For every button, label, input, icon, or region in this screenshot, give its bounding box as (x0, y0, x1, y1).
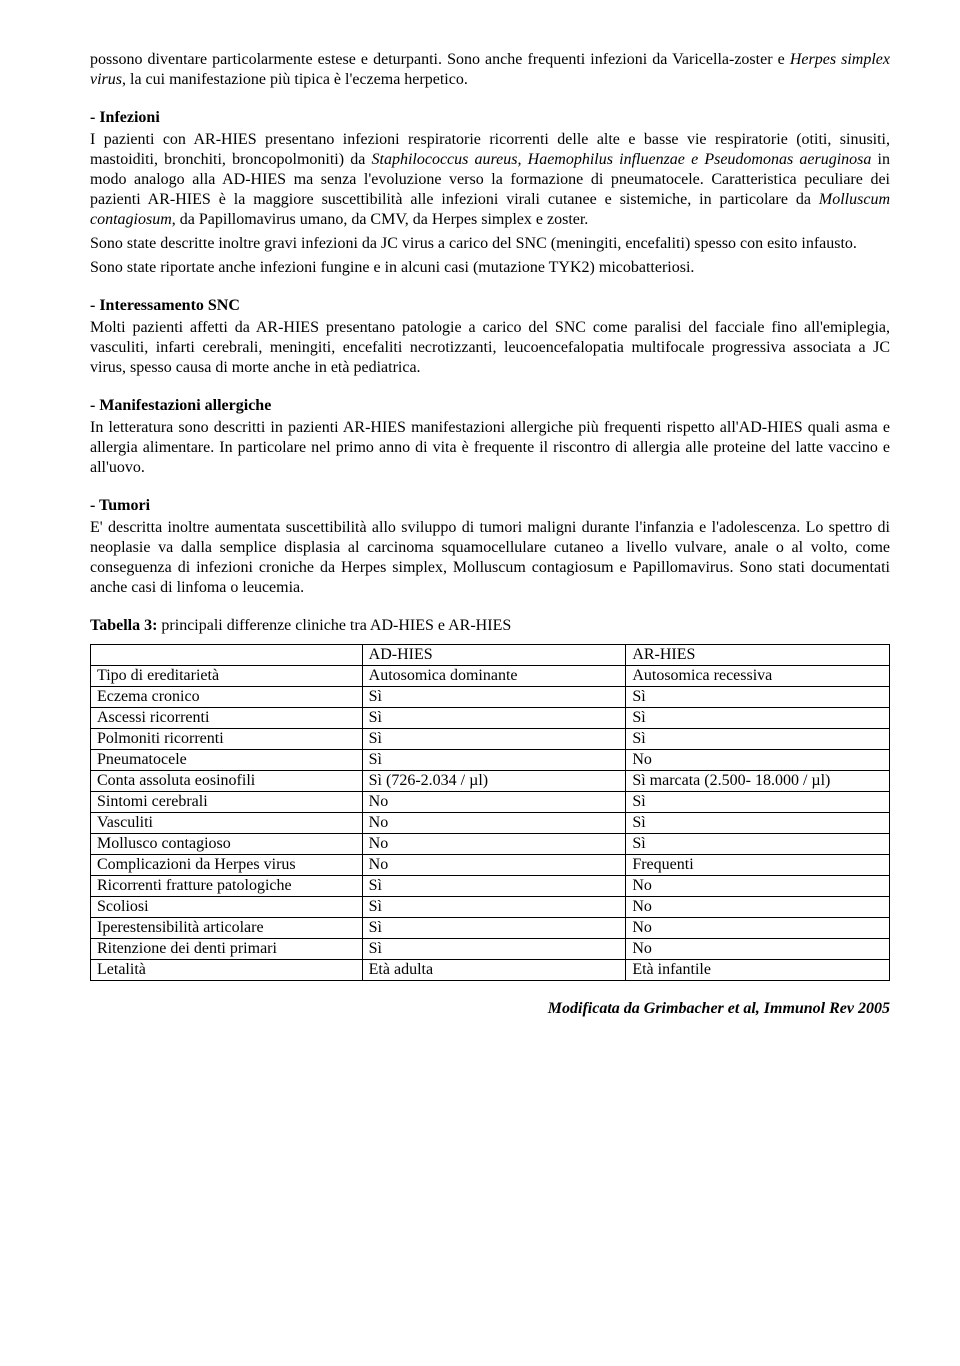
infezioni-p3: Sono state riportate anche infezioni fun… (90, 258, 890, 278)
table-cell: Età adulta (362, 960, 626, 981)
table-cell: No (626, 918, 890, 939)
table-cell: Sintomi cerebrali (91, 792, 363, 813)
table-cell: Sì (362, 687, 626, 708)
table-cell: Sì (626, 834, 890, 855)
table-cell: Ascessi ricorrenti (91, 708, 363, 729)
table-cell: No (362, 792, 626, 813)
table-row: Conta assoluta eosinofiliSì (726-2.034 /… (91, 771, 890, 792)
table-row: Complicazioni da Herpes virusNoFrequenti (91, 855, 890, 876)
allergiche-p1: In letteratura sono descritti in pazient… (90, 418, 890, 478)
table-cell: Sì (362, 918, 626, 939)
table-cell: Sì (626, 687, 890, 708)
table-caption-text: principali differenze cliniche tra AD-HI… (157, 617, 511, 634)
table-caption-label: Tabella 3: (90, 617, 157, 634)
table-cell: No (362, 855, 626, 876)
table-header-row: AD-HIESAR-HIES (91, 645, 890, 666)
table-cell: Sì (626, 729, 890, 750)
table-cell: Vasculiti (91, 813, 363, 834)
table-cell: Sì (362, 729, 626, 750)
table-header-cell: AR-HIES (626, 645, 890, 666)
table-cell: No (626, 750, 890, 771)
table-cell: Sì (362, 750, 626, 771)
table-header-cell: AD-HIES (362, 645, 626, 666)
table-row: Polmoniti ricorrentiSìSì (91, 729, 890, 750)
table-row: ScoliosiSìNo (91, 897, 890, 918)
table-cell: Complicazioni da Herpes virus (91, 855, 363, 876)
table-cell: Sì (626, 708, 890, 729)
table-cell: Sì (626, 792, 890, 813)
table-row: PneumatoceleSìNo (91, 750, 890, 771)
snc-p1: Molti pazienti affetti da AR-HIES presen… (90, 318, 890, 378)
table-cell: No (362, 813, 626, 834)
table-row: Sintomi cerebraliNoSì (91, 792, 890, 813)
table-row: Ricorrenti fratture patologicheSìNo (91, 876, 890, 897)
table-cell: No (362, 834, 626, 855)
table-cell: Sì (362, 876, 626, 897)
section-title-tumori: - Tumori (90, 496, 890, 516)
table-cell: Letalità (91, 960, 363, 981)
table-cell: Sì marcata (2.500- 18.000 / µl) (626, 771, 890, 792)
table-caption: Tabella 3: principali differenze clinich… (90, 616, 890, 636)
table-cell: Sì (362, 708, 626, 729)
table-row: LetalitàEtà adultaEtà infantile (91, 960, 890, 981)
intro-paragraph: possono diventare particolarmente estese… (90, 50, 890, 90)
table-cell: No (626, 939, 890, 960)
table-row: VasculitiNoSì (91, 813, 890, 834)
table-row: Tipo di ereditarietàAutosomica dominante… (91, 666, 890, 687)
comparison-table: AD-HIESAR-HIESTipo di ereditarietàAutoso… (90, 644, 890, 981)
infezioni-p2: Sono state descritte inoltre gravi infez… (90, 234, 890, 254)
table-cell: Ricorrenti fratture patologiche (91, 876, 363, 897)
section-title-allergiche: - Manifestazioni allergiche (90, 396, 890, 416)
table-cell: Ritenzione dei denti primari (91, 939, 363, 960)
table-cell: Sì (626, 813, 890, 834)
section-title-snc: - Interessamento SNC (90, 296, 890, 316)
table-cell: No (626, 876, 890, 897)
table-row: Eczema cronicoSìSì (91, 687, 890, 708)
table-cell: Polmoniti ricorrenti (91, 729, 363, 750)
table-cell: Iperestensibilità articolare (91, 918, 363, 939)
table-cell: Età infantile (626, 960, 890, 981)
table-cell: Sì (362, 897, 626, 918)
table-cell: Autosomica dominante (362, 666, 626, 687)
table-credit: Modificata da Grimbacher et al, Immunol … (90, 999, 890, 1019)
section-title-infezioni: - Infezioni (90, 108, 890, 128)
table-row: Ascessi ricorrentiSìSì (91, 708, 890, 729)
table-cell: Tipo di ereditarietà (91, 666, 363, 687)
table-cell: Eczema cronico (91, 687, 363, 708)
table-cell: No (626, 897, 890, 918)
table-row: Ritenzione dei denti primariSìNo (91, 939, 890, 960)
table-cell: Mollusco contagioso (91, 834, 363, 855)
table-cell: Pneumatocele (91, 750, 363, 771)
table-cell: Scoliosi (91, 897, 363, 918)
table-header-cell (91, 645, 363, 666)
infezioni-p1: I pazienti con AR-HIES presentano infezi… (90, 130, 890, 230)
tumori-p1: E' descritta inoltre aumentata suscettib… (90, 518, 890, 598)
table-cell: Autosomica recessiva (626, 666, 890, 687)
table-cell: Conta assoluta eosinofili (91, 771, 363, 792)
table-row: Iperestensibilità articolareSìNo (91, 918, 890, 939)
table-cell: Frequenti (626, 855, 890, 876)
table-cell: Sì (726-2.034 / µl) (362, 771, 626, 792)
table-cell: Sì (362, 939, 626, 960)
table-row: Mollusco contagiosoNoSì (91, 834, 890, 855)
